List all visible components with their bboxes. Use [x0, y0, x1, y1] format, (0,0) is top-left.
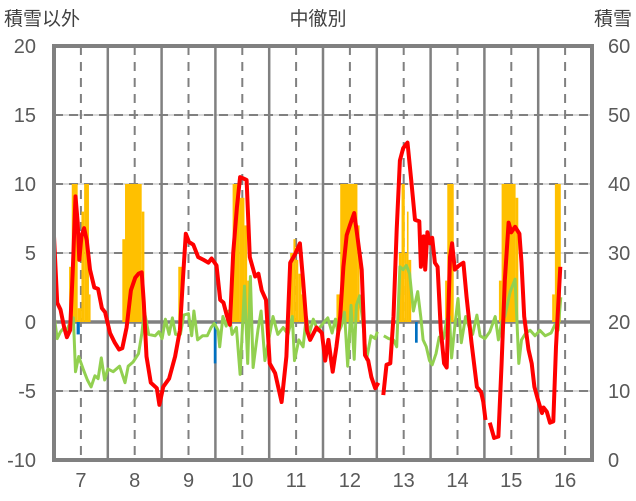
left-tick-label: 15 [14, 105, 36, 127]
blue-bars [76, 322, 418, 364]
snow-bar [357, 225, 360, 322]
snow-bar [301, 294, 305, 322]
left-tick-label: 0 [25, 312, 36, 334]
right-tick-label: 20 [608, 312, 630, 334]
snow-bar [88, 294, 91, 322]
snow-bars [69, 184, 561, 322]
left-tick-label: -10 [7, 450, 36, 472]
snow-bar [295, 259, 299, 322]
plot-border [52, 44, 594, 462]
right-tick-label: 60 [608, 36, 630, 58]
snow-bar [498, 280, 502, 322]
left-tick-label: 5 [25, 243, 36, 265]
x-tick-label: 11 [286, 470, 307, 492]
snow-bar [336, 294, 341, 322]
x-tick-label: 8 [129, 470, 140, 492]
right-tick-label: 30 [608, 243, 630, 265]
snow-bar [298, 273, 302, 322]
left-tick-label: -5 [18, 381, 36, 403]
x-tick-label: 15 [500, 470, 522, 492]
x-tick-label: 16 [554, 470, 576, 492]
gridlines [54, 46, 592, 460]
x-tick-label: 10 [231, 470, 253, 492]
blue-bar [213, 322, 217, 364]
snow-bar [404, 253, 407, 322]
x-tick-label: 14 [446, 470, 468, 492]
snow-bar [232, 184, 240, 322]
snow-bar [141, 211, 145, 322]
right-tick-label: 40 [608, 174, 630, 196]
right-axis-title: 積雪 [594, 8, 632, 30]
snow-bar [81, 211, 85, 322]
snow-bar [122, 239, 126, 322]
snow-bar [125, 184, 142, 322]
right-tick-label: 50 [608, 105, 630, 127]
x-tick-label: 12 [339, 470, 361, 492]
snow-bar [293, 239, 296, 322]
red-series-line [52, 140, 563, 440]
chart-title: 中徹別 [289, 8, 346, 30]
x-tick-label: 13 [393, 470, 415, 492]
x-tick-label: 7 [75, 470, 86, 492]
left-axis-title: 積雪以外 [4, 8, 80, 30]
snow-bar [515, 197, 519, 322]
right-tick-label: 10 [608, 381, 630, 403]
snow-bar [401, 184, 405, 322]
left-tick-label: 20 [14, 36, 36, 58]
snow-bar [77, 308, 82, 322]
blue-bar [414, 322, 418, 343]
left-tick-label: 10 [14, 174, 36, 196]
snow-bar [445, 280, 448, 322]
snow-bar [239, 197, 245, 322]
snow-bar [554, 184, 561, 322]
right-tick-label: 0 [608, 450, 619, 472]
snow-bar [244, 225, 248, 322]
blue-bar [76, 322, 80, 335]
x-tick-label: 9 [183, 470, 194, 492]
snow-bar [552, 294, 555, 322]
snow-bar [290, 253, 294, 322]
